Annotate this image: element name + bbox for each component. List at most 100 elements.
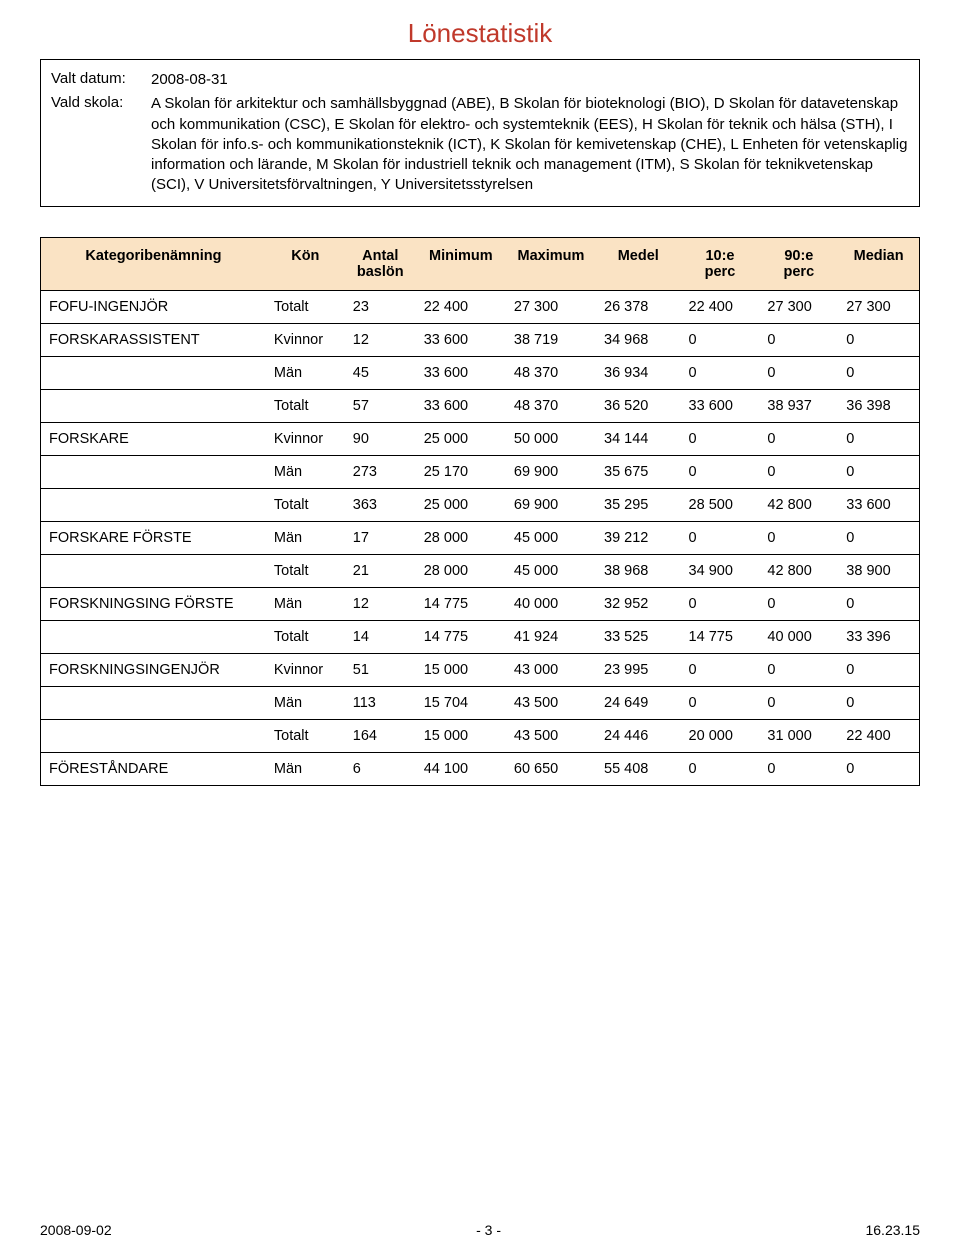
cell-gen: Totalt	[266, 290, 345, 323]
cell-medel: 24 446	[596, 719, 681, 752]
cell-p10: 33 600	[681, 389, 760, 422]
cell-p10: 0	[681, 455, 760, 488]
header-gender: Kön	[266, 237, 345, 290]
cell-medel: 23 995	[596, 653, 681, 686]
cell-medel: 34 968	[596, 323, 681, 356]
selection-date-row: Valt datum: 2008-08-31	[51, 66, 909, 90]
cell-max: 60 650	[506, 752, 596, 785]
cell-gen: Totalt	[266, 620, 345, 653]
cell-med: 0	[838, 587, 919, 620]
cell-med: 33 396	[838, 620, 919, 653]
table-row: FORSKARASSISTENTKvinnor1233 60038 71934 …	[41, 323, 920, 356]
cell-med: 0	[838, 455, 919, 488]
cell-antal: 363	[345, 488, 416, 521]
cell-medel: 26 378	[596, 290, 681, 323]
cell-p90: 0	[759, 587, 838, 620]
header-p10: 10:e perc	[681, 237, 760, 290]
cell-gen: Kvinnor	[266, 422, 345, 455]
cell-antal: 90	[345, 422, 416, 455]
cell-max: 48 370	[506, 356, 596, 389]
cell-max: 45 000	[506, 554, 596, 587]
cell-p10: 0	[681, 356, 760, 389]
cell-gen: Män	[266, 521, 345, 554]
cell-medel: 35 675	[596, 455, 681, 488]
table-row: Totalt16415 00043 50024 44620 00031 0002…	[41, 719, 920, 752]
cell-p90: 42 800	[759, 554, 838, 587]
header-medel: Medel	[596, 237, 681, 290]
cell-med: 0	[838, 752, 919, 785]
cell-p10: 0	[681, 752, 760, 785]
cell-antal: 6	[345, 752, 416, 785]
cell-p10: 0	[681, 521, 760, 554]
cell-p90: 0	[759, 455, 838, 488]
cell-medel: 55 408	[596, 752, 681, 785]
cell-cat	[41, 356, 266, 389]
cell-min: 33 600	[416, 389, 506, 422]
table-row: Män11315 70443 50024 649000	[41, 686, 920, 719]
cell-cat: FORSKARASSISTENT	[41, 323, 266, 356]
cell-medel: 36 934	[596, 356, 681, 389]
footer-left: 2008-09-02	[40, 1222, 112, 1238]
cell-p90: 31 000	[759, 719, 838, 752]
header-min: Minimum	[416, 237, 506, 290]
cell-antal: 164	[345, 719, 416, 752]
cell-p10: 0	[681, 323, 760, 356]
cell-med: 33 600	[838, 488, 919, 521]
cell-min: 15 000	[416, 653, 506, 686]
cell-gen: Totalt	[266, 554, 345, 587]
cell-antal: 45	[345, 356, 416, 389]
cell-min: 15 000	[416, 719, 506, 752]
table-row: FORSKARE FÖRSTEMän1728 00045 00039 21200…	[41, 521, 920, 554]
cell-medel: 38 968	[596, 554, 681, 587]
cell-gen: Män	[266, 686, 345, 719]
cell-antal: 12	[345, 323, 416, 356]
cell-max: 40 000	[506, 587, 596, 620]
cell-medel: 24 649	[596, 686, 681, 719]
cell-cat	[41, 620, 266, 653]
table-row: Totalt1414 77541 92433 52514 77540 00033…	[41, 620, 920, 653]
cell-p90: 0	[759, 356, 838, 389]
table-row: FORSKNINGSING FÖRSTEMän1214 77540 00032 …	[41, 587, 920, 620]
cell-p90: 0	[759, 521, 838, 554]
cell-antal: 51	[345, 653, 416, 686]
cell-min: 14 775	[416, 587, 506, 620]
cell-p10: 20 000	[681, 719, 760, 752]
page-footer: 2008-09-02 - 3 - 16.23.15	[0, 1222, 960, 1238]
header-antal: Antal baslön	[345, 237, 416, 290]
table-row: Män27325 17069 90035 675000	[41, 455, 920, 488]
cell-med: 0	[838, 323, 919, 356]
cell-antal: 113	[345, 686, 416, 719]
cell-min: 44 100	[416, 752, 506, 785]
selection-school-value: A Skolan för arkitektur och samhällsbygg…	[151, 94, 909, 195]
table-row: Totalt5733 60048 37036 52033 60038 93736…	[41, 389, 920, 422]
cell-antal: 12	[345, 587, 416, 620]
cell-med: 0	[838, 686, 919, 719]
cell-cat: FÖRESTÅNDARE	[41, 752, 266, 785]
cell-cat	[41, 455, 266, 488]
table-row: Totalt36325 00069 90035 29528 50042 8003…	[41, 488, 920, 521]
header-category: Kategoribenämning	[41, 237, 266, 290]
cell-p90: 38 937	[759, 389, 838, 422]
cell-p10: 22 400	[681, 290, 760, 323]
table-row: FORSKAREKvinnor9025 00050 00034 144000	[41, 422, 920, 455]
cell-antal: 273	[345, 455, 416, 488]
cell-max: 41 924	[506, 620, 596, 653]
header-max: Maximum	[506, 237, 596, 290]
cell-cat	[41, 554, 266, 587]
cell-antal: 14	[345, 620, 416, 653]
cell-med: 0	[838, 653, 919, 686]
cell-p90: 0	[759, 323, 838, 356]
cell-max: 69 900	[506, 488, 596, 521]
cell-gen: Totalt	[266, 488, 345, 521]
cell-max: 69 900	[506, 455, 596, 488]
cell-medel: 39 212	[596, 521, 681, 554]
cell-cat	[41, 719, 266, 752]
cell-max: 48 370	[506, 389, 596, 422]
cell-p90: 0	[759, 653, 838, 686]
cell-gen: Män	[266, 356, 345, 389]
cell-min: 15 704	[416, 686, 506, 719]
cell-min: 28 000	[416, 554, 506, 587]
page-title: Lönestatistik	[40, 18, 920, 49]
cell-med: 0	[838, 422, 919, 455]
cell-p10: 34 900	[681, 554, 760, 587]
